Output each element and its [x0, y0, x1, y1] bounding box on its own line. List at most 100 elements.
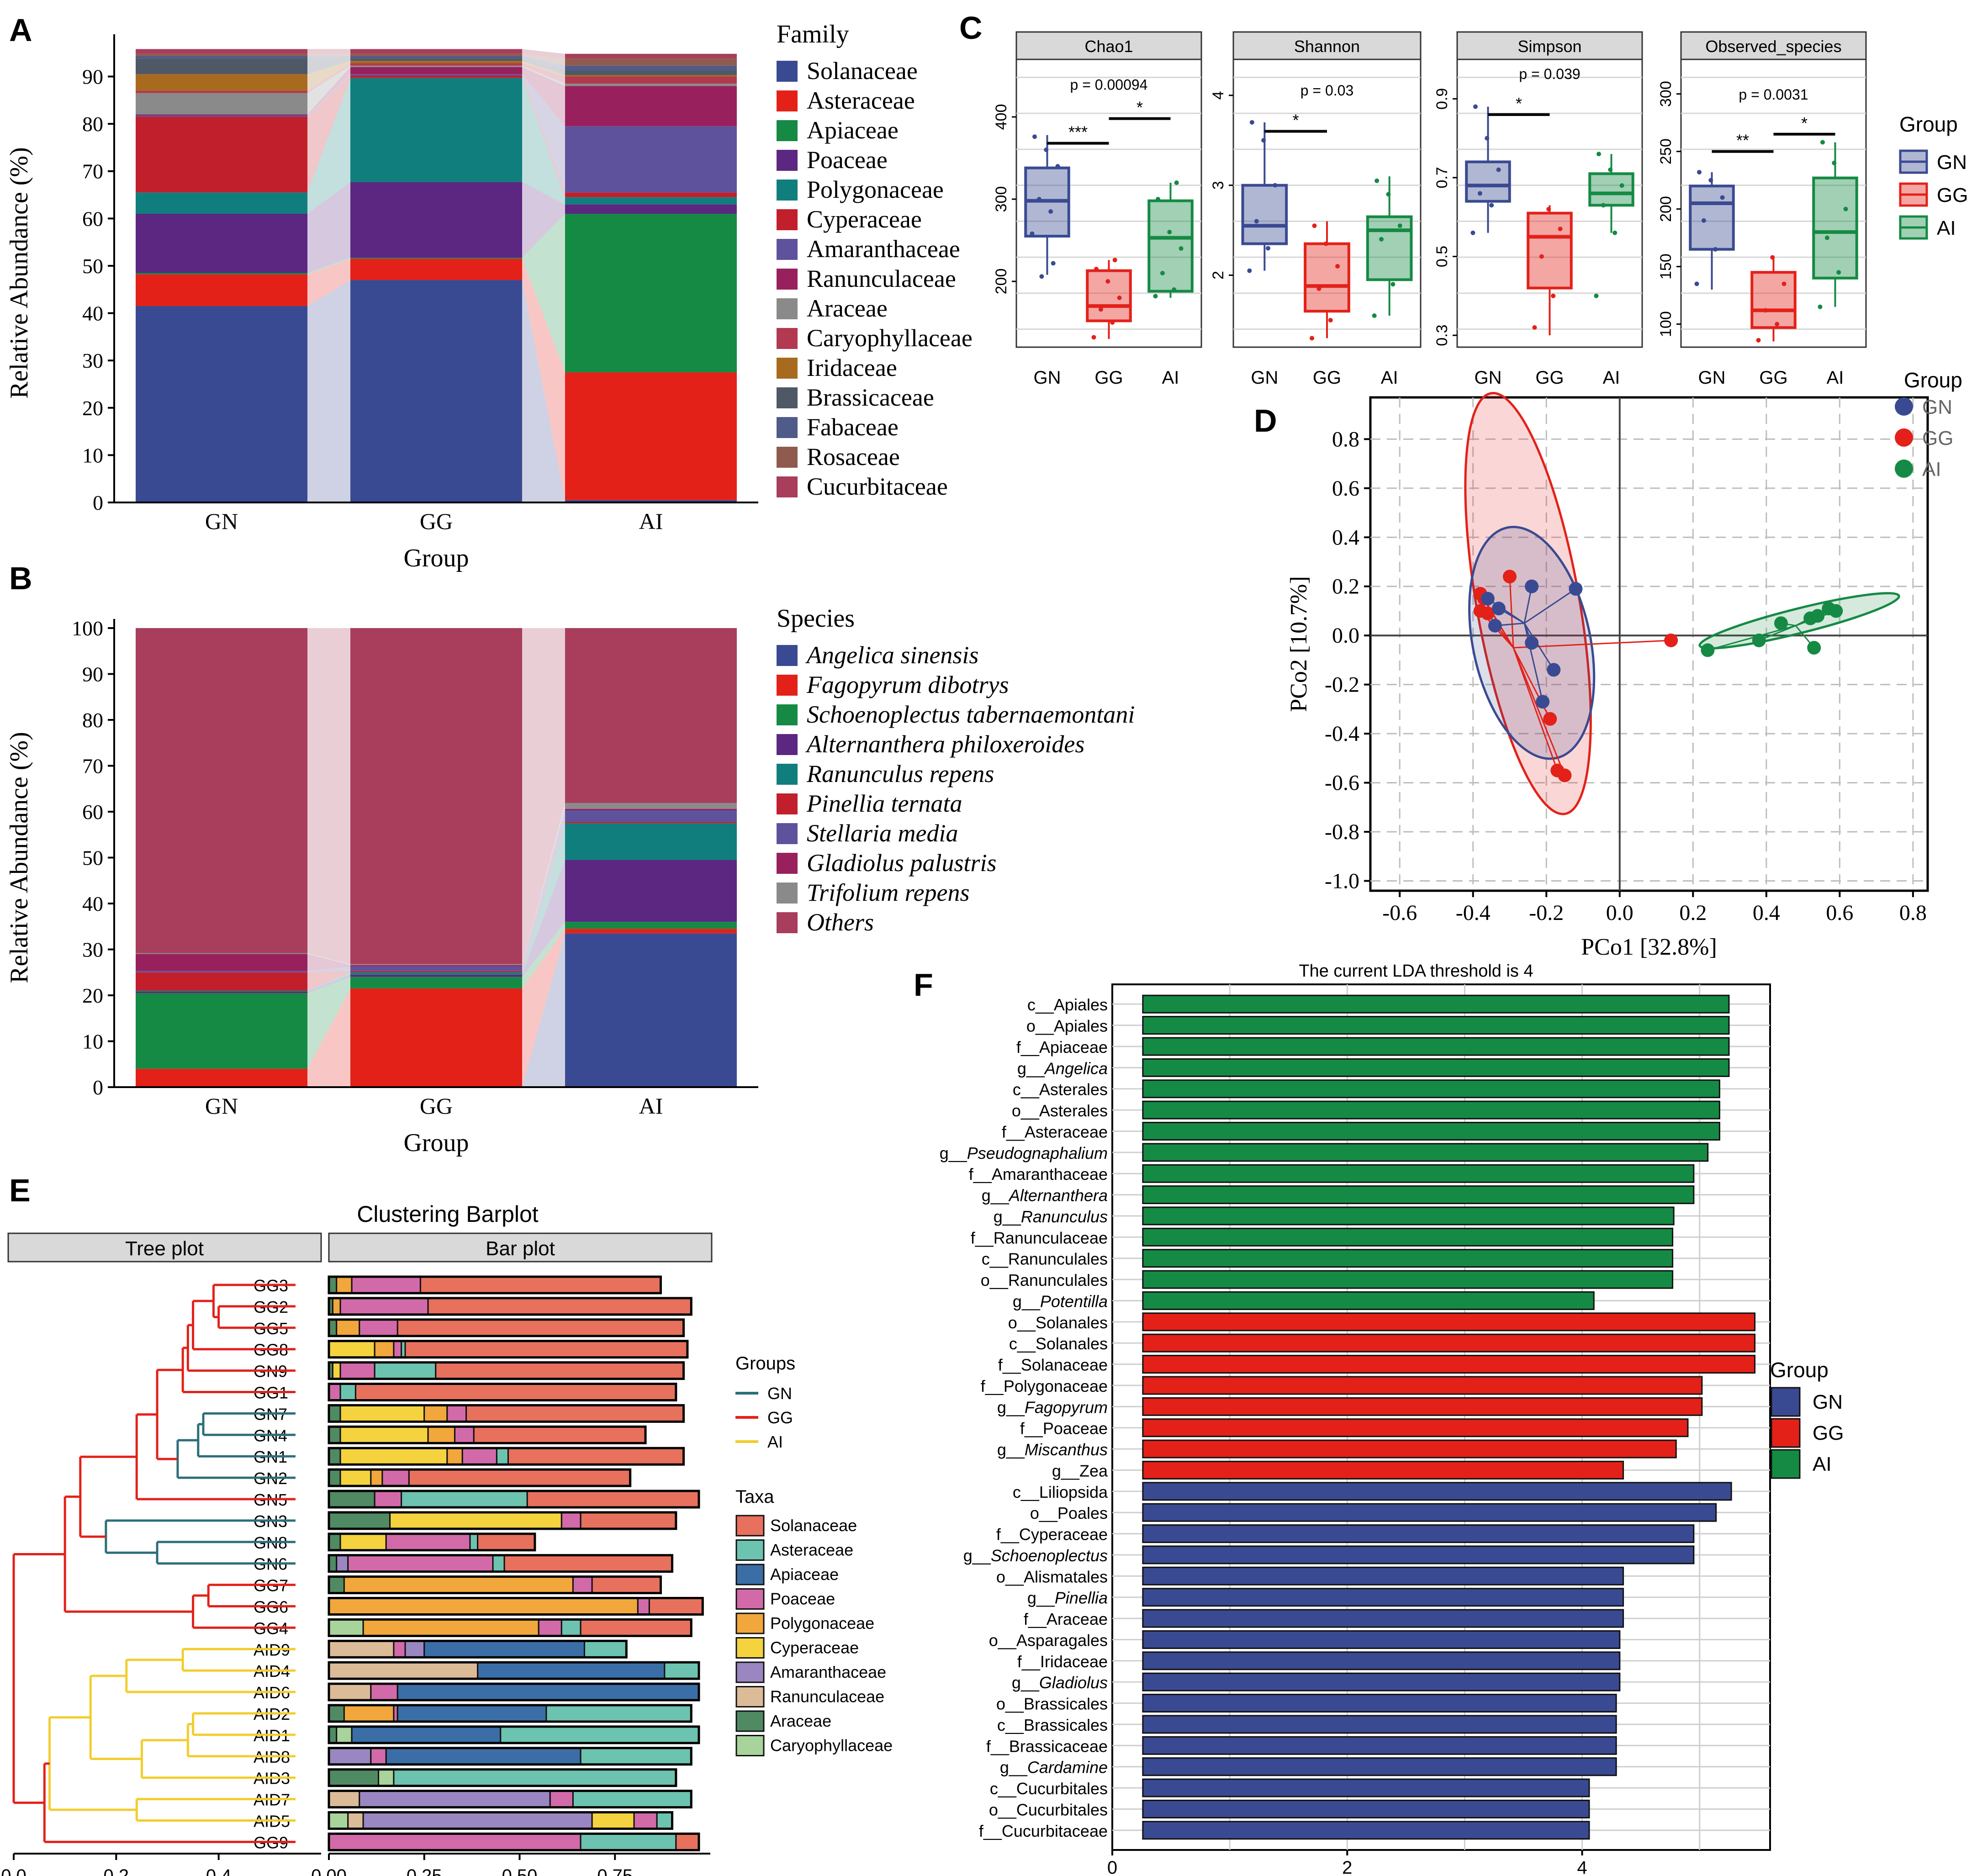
y-tick-label: 0.0: [1332, 624, 1359, 648]
bar-outline: [328, 1447, 685, 1466]
data-point: [1811, 609, 1825, 623]
bar-segment: [396, 1704, 547, 1723]
bar-segment: [136, 56, 307, 59]
x-tick-label: GG: [1094, 368, 1123, 388]
bar-segment: [350, 63, 522, 66]
jitter-point: [1608, 167, 1613, 172]
x-tick-label: 0.75: [597, 1866, 633, 1876]
jitter-point: [1254, 219, 1259, 224]
bar-segment: [332, 1362, 341, 1380]
bar-segment: [328, 1683, 372, 1701]
legend-label: Others: [807, 909, 874, 936]
lda-bar: [1142, 994, 1730, 1014]
bar-segment: [565, 58, 737, 66]
feature-taxon-name: Alternanthera: [1008, 1186, 1108, 1205]
feature-taxon-name: Gladiolus: [1039, 1673, 1108, 1692]
jitter-point: [1820, 140, 1825, 145]
legend-label: Iridaceae: [807, 354, 897, 381]
y-tick-label: 90: [82, 663, 103, 686]
bar-segment: [136, 991, 307, 993]
alluvial-ribbon: [307, 67, 350, 116]
legend-swatch: [777, 912, 798, 933]
legend-label: AI: [1922, 458, 1941, 481]
bar-segment: [328, 1511, 391, 1530]
legend-swatch: [777, 883, 798, 904]
alluvial-ribbon: [522, 61, 565, 77]
bar-segment: [565, 84, 737, 86]
legend-label: Asteraceae: [770, 1541, 853, 1559]
feature-label: g__Pinellia: [1027, 1589, 1108, 1607]
data-point: [1480, 592, 1495, 606]
feature-label: f__Poaceae: [1020, 1419, 1108, 1438]
lda-bar: [1142, 1058, 1730, 1077]
bar-segment: [565, 70, 737, 75]
data-point: [1491, 602, 1506, 616]
bar-segment: [339, 1362, 375, 1380]
bar-segment: [328, 1833, 581, 1851]
x-tick-label: GG: [1759, 368, 1787, 388]
lda-bar: [1142, 1100, 1720, 1120]
bar-segment: [393, 1640, 406, 1658]
bar-segment: [350, 259, 522, 280]
bar-segment: [328, 1747, 372, 1765]
alluvial-ribbon: [307, 988, 350, 1087]
bar-segment: [350, 67, 522, 74]
alluvial-ribbon: [307, 280, 350, 502]
jitter-point: [1266, 246, 1271, 251]
lda-bar: [1142, 1249, 1674, 1268]
bar-segment: [362, 1812, 593, 1829]
jitter-point: [1485, 136, 1490, 141]
panel-label-B: B: [9, 560, 32, 596]
bar-segment: [565, 929, 737, 934]
y-tick-label: 20: [82, 984, 103, 1007]
bar-segment: [339, 1426, 429, 1444]
lda-bar: [1142, 1799, 1590, 1818]
feature-taxon-name: Asterales: [1039, 1080, 1108, 1099]
bar-segment: [351, 1276, 421, 1294]
bar-segment: [374, 1340, 395, 1358]
legend-title: Group: [1899, 112, 1958, 136]
data-point: [1569, 582, 1583, 596]
alluvial-ribbon: [522, 259, 565, 500]
jitter-point: [1832, 160, 1837, 165]
bar-segment: [583, 1640, 627, 1658]
x-tick-label: 0.2: [104, 1866, 129, 1876]
bar-segment: [350, 280, 522, 502]
bar-segment: [350, 56, 522, 59]
alluvial-ribbon: [522, 213, 565, 373]
bar-segment: [396, 1319, 685, 1337]
boxplot-facet: Shannon 2 3 4 GN GG AI *p = 0.03: [1210, 31, 1422, 388]
spider-line: [1523, 623, 1544, 702]
feature-taxon-name: Poaceae: [1043, 1419, 1108, 1438]
legend-label: Stellaria media: [807, 819, 958, 847]
jitter-point: [1036, 197, 1041, 201]
bar-segment: [565, 500, 737, 502]
bar-segment: [328, 1576, 345, 1594]
bar-segment: [350, 966, 522, 971]
bar-segment: [350, 74, 522, 76]
bar-outline: [328, 1747, 692, 1766]
bar-segment: [393, 1769, 677, 1787]
bar-segment: [136, 953, 307, 954]
p-value-label: p = 0.039: [1519, 66, 1580, 82]
legend-label: Gladiolus palustris: [807, 849, 997, 877]
feature-label: g__Miscanthus: [997, 1440, 1108, 1459]
legend-label: GG: [1937, 184, 1968, 206]
jitter-point: [1836, 270, 1841, 275]
legend-groups: Groups GN GG AI: [735, 1353, 795, 1451]
x-tick-label: GN: [205, 1093, 238, 1119]
feature-rank-prefix: f__: [981, 1377, 1004, 1395]
x-tick-label: AI: [1162, 368, 1179, 388]
bar-segment: [404, 1340, 688, 1358]
jitter-point: [1546, 206, 1551, 211]
legend-swatch: [735, 1710, 765, 1732]
legend-label: Apiaceae: [770, 1565, 839, 1584]
data-point: [1536, 695, 1550, 709]
bar-outline: [328, 1811, 673, 1830]
bar-segment: [328, 1704, 345, 1723]
legend-swatch: [777, 704, 798, 725]
jitter-point: [1055, 164, 1060, 169]
y-tick-label: 200: [993, 269, 1010, 295]
bar-segment: [136, 74, 307, 91]
feature-rank-prefix: c__: [1009, 1334, 1036, 1353]
